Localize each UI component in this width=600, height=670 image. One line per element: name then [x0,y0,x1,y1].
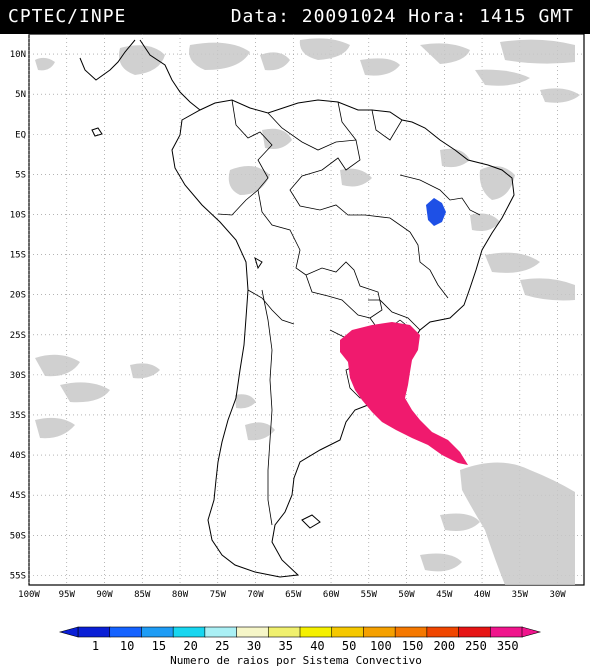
latitude-label: 15S [10,251,26,261]
longitude-label: 70W [247,590,264,600]
colorbar-label: 35 [279,639,293,653]
colorbar-segment [299,626,333,638]
colorbar-segment [172,626,206,638]
header-datetime: Data: 20091024 Hora: 1415 GMT [230,6,574,27]
header-source: CPTEC/INPE [8,6,127,27]
longitude-label: 45W [436,590,453,600]
longitude-labels: 100W 95W 90W 85W 80W 75W 70W 65W 60W 55W 50W 45W 40W… [18,590,566,600]
colorbar-label: 20 [183,639,197,653]
latitude-label: 35S [10,411,26,421]
lightning-system-south [340,322,468,465]
colorbar-left-arrow [58,626,79,638]
colorbar-segment [458,626,492,638]
latitude-label: 5N [15,90,26,100]
colorbar: 1 10 15 20 25 30 35 40 50 100 150 200 250 350 [58,626,542,653]
longitude-label: 90W [96,590,113,600]
satellite-clouds [35,38,580,585]
colorbar-segment [394,626,428,638]
colorbar-segment [363,626,396,638]
colorbar-label: 150 [402,639,424,653]
longitude-label: 60W [323,590,340,600]
colorbar-label: 200 [433,639,455,653]
falklands [301,514,321,529]
coastlines [79,39,515,578]
latitude-label: 10S [10,210,26,220]
longitude-label: 55W [361,590,378,600]
colorbar-label: 30 [247,639,261,653]
longitude-label: 75W [210,590,227,600]
latitude-label: 45S [10,491,26,501]
latitude-label: 55S [10,571,26,581]
colorbar-label: 50 [342,639,356,653]
colorbar-segment [426,626,460,638]
colorbar-segment [77,626,111,638]
longitude-label: 35W [512,590,529,600]
colorbar-label: 1 [92,639,99,653]
colorbar-label: 350 [497,639,519,653]
latitude-label: 5S [15,170,26,180]
longitude-label: 100W [18,590,40,600]
galapagos [91,127,103,137]
colorbar-label: 10 [120,639,134,653]
colorbar-segment [331,626,365,638]
colorbar-label: 40 [310,639,324,653]
latitude-label: EQ [15,130,26,140]
colorbar-label: 25 [215,639,229,653]
colorbar-segment [267,626,301,638]
colorbar-label: 100 [370,639,392,653]
latitude-label: 50S [10,531,26,541]
central-america-coast [79,39,201,111]
lightning-system-north [426,198,446,226]
colorbar-segment [141,626,174,638]
latitude-label: 25S [10,331,26,341]
longitude-label: 65W [285,590,302,600]
longitude-label: 30W [549,590,566,600]
lake-titicaca [254,256,263,270]
colorbar-segment [109,626,143,638]
latitude-labels: 10N 5N EQ 5S 10S 15S 20S 25S 30S 35S 40S 45S 50S 55S [10,50,26,581]
colorbar-segment [489,626,523,638]
colorbar-label: 250 [465,639,487,653]
longitude-label: 85W [134,590,151,600]
latitude-label: 10N [10,50,26,60]
colorbar-segment [204,626,238,638]
longitude-label: 95W [59,590,76,600]
colorbar-label: 15 [152,639,166,653]
map-header: CPTEC/INPE Data: 20091024 Hora: 1415 GMT [0,0,590,34]
latitude-label: 40S [10,451,26,461]
colorbar-right-arrow [521,626,542,638]
longitude-label: 80W [172,590,189,600]
latitude-label: 30S [10,371,26,381]
south-america-coast [171,99,515,578]
colorbar-caption: Numero de raios por Sistema Convectivo [170,654,422,667]
longitude-label: 50W [398,590,415,600]
latitude-label: 20S [10,291,26,301]
longitude-label: 40W [474,590,491,600]
colorbar-segment [236,626,270,638]
